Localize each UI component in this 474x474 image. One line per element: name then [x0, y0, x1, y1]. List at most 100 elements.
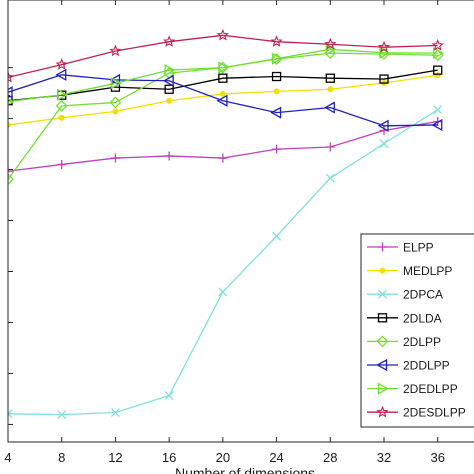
x-tick-label: 12 [108, 450, 122, 465]
x-tick-label: 28 [323, 450, 337, 465]
data-point-2dlda [271, 71, 282, 82]
data-point-2desdlpp [431, 39, 444, 51]
data-point-2dedlpp [218, 61, 230, 74]
legend-label-2dlpp: 2DLPP [403, 335, 441, 349]
data-point-2dedlpp [433, 47, 445, 60]
data-point-2ddlpp [216, 94, 228, 107]
legend-marker-2dedlpp [377, 382, 389, 395]
data-point-2desdlpp [109, 44, 122, 57]
data-point-2dlda [218, 73, 228, 83]
data-point-medlpp [434, 72, 441, 79]
series-2ddlpp [8, 68, 443, 132]
data-point-2dlda [325, 73, 335, 83]
data-point-2dedlpp [110, 77, 122, 90]
legend-item-2dedlpp: 2DEDLPP [367, 382, 458, 396]
data-point-2ddlpp [377, 119, 389, 132]
legend-marker-2dpca [378, 289, 387, 299]
data-point-2dpca [218, 287, 228, 297]
data-point-medlpp [327, 86, 334, 93]
x-tick-labels: 4 8 12 16 20 24 28 32 36 [4, 450, 445, 465]
series-line-2desdlpp [8, 34, 438, 78]
data-point-2dpca [433, 105, 443, 115]
data-point-2dpca [379, 139, 389, 149]
legend-item-2ddlpp: 2DDLPP [367, 359, 450, 373]
data-point-2desdlpp [377, 40, 391, 53]
legend-box [360, 233, 474, 428]
legend-marker-medlpp [379, 267, 386, 274]
data-point-elpp [110, 153, 120, 163]
series-line-2dedlpp [8, 48, 438, 103]
x-tick-label: 8 [58, 450, 65, 465]
legend-marker-elpp [378, 242, 387, 252]
legend-label-2ddlpp: 2DDLPP [403, 359, 450, 373]
data-point-elpp [325, 142, 335, 152]
data-point-2dpca [57, 410, 67, 420]
legend-label-2dpca: 2DPCA [403, 288, 443, 302]
x-tick-label: 16 [162, 450, 176, 465]
data-point-2dlpp [324, 47, 337, 60]
legend-label-2dedlpp: 2DEDLPP [403, 382, 458, 396]
data-point-2dlda [433, 65, 443, 75]
data-point-2dlpp [8, 173, 14, 186]
legend-marker-2desdlpp [376, 405, 389, 418]
x-tick-label: 32 [377, 450, 391, 465]
data-point-2dlda [164, 84, 174, 94]
series-medlpp [8, 72, 441, 128]
data-point-medlpp [273, 88, 280, 95]
legend: ELPP MEDLPP 2DPCA 2DLDA 2DLPP 2DDLPP 2DEDLPP 2D… [360, 233, 474, 428]
legend-label-2dlda: 2DLDA [403, 311, 442, 325]
data-point-2desdlpp [270, 35, 283, 47]
data-point-medlpp [58, 114, 65, 121]
legend-item-elpp: ELPP [367, 241, 434, 255]
series-line-2ddlpp [8, 74, 438, 127]
data-point-medlpp [166, 97, 173, 104]
legend-label-2desdlpp: 2DESDLPP [403, 406, 466, 420]
data-point-elpp [57, 159, 67, 169]
legend-item-2desdlpp: 2DESDLPP [367, 406, 466, 420]
data-point-2ddlpp [270, 106, 282, 119]
x-tick-label: 24 [269, 450, 283, 465]
data-point-elpp [164, 151, 174, 161]
data-point-2ddlpp [162, 74, 174, 87]
data-point-elpp [218, 153, 228, 163]
x-tick-label: 20 [216, 450, 230, 465]
data-point-medlpp [112, 108, 119, 115]
data-point-medlpp [219, 90, 226, 97]
legend-item-2dlpp: 2DLPP [367, 335, 441, 349]
x-tick-label: 4 [4, 450, 11, 465]
data-point-2ddlpp [8, 86, 13, 99]
data-point-2dpca [164, 391, 174, 400]
data-point-2dedlpp [271, 52, 283, 65]
data-point-medlpp [8, 121, 11, 128]
data-point-2dpca [325, 173, 335, 183]
legend-label-medlpp: MEDLPP [403, 264, 452, 278]
x-axis-label: Number of dimensions [175, 465, 315, 474]
legend-item-2dpca: 2DPCA [367, 288, 443, 302]
axis-ticks [7, 0, 439, 442]
data-point-2dpca [272, 231, 282, 241]
data-point-2dpca [110, 408, 120, 417]
legend-marker-2dlpp [376, 335, 389, 348]
legend-item-medlpp: MEDLPP [367, 264, 452, 278]
legend-item-2dlda: 2DLDA [367, 311, 442, 325]
data-point-2desdlpp [324, 37, 337, 50]
data-point-2desdlpp [162, 35, 176, 47]
data-point-2dedlpp [164, 64, 176, 77]
legend-label-elpp: ELPP [403, 241, 434, 255]
data-point-2desdlpp [8, 70, 15, 83]
data-point-2ddlpp [323, 101, 335, 114]
legend-marker-2dlda [377, 313, 388, 323]
series-line-2dlda [8, 69, 438, 102]
plot-frame [7, 0, 474, 443]
data-point-2ddlpp [431, 118, 443, 132]
data-point-2desdlpp [55, 58, 68, 70]
data-point-2dlda [379, 74, 389, 84]
data-point-elpp [8, 166, 13, 176]
data-point-2dlpp [55, 99, 68, 112]
data-point-2ddlpp [109, 73, 121, 87]
data-point-2dpca [8, 409, 13, 419]
data-point-2desdlpp [216, 28, 230, 41]
x-tick-label: 36 [430, 450, 444, 465]
series-2dpca [8, 105, 443, 420]
